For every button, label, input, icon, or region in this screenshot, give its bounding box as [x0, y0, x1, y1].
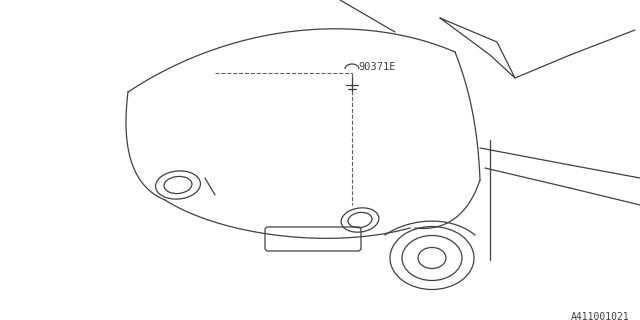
Text: A411001021: A411001021	[572, 312, 630, 320]
Text: 90371E: 90371E	[358, 62, 396, 72]
